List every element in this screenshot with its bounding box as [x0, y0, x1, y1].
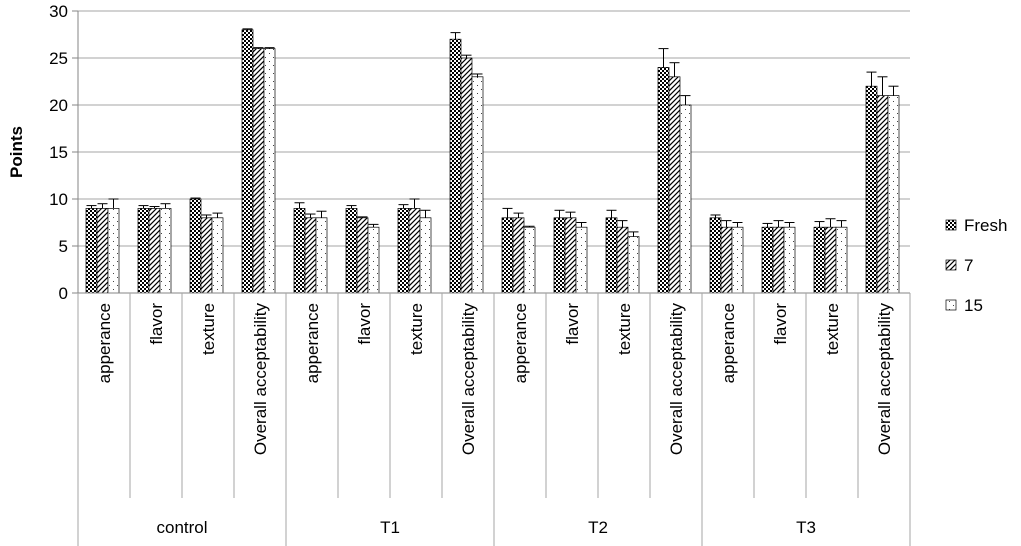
bar-15 — [627, 236, 640, 294]
bar-fresh — [865, 85, 878, 294]
x-group-label: control — [156, 518, 207, 537]
bar-7 — [356, 217, 369, 294]
bar-fresh — [605, 217, 618, 294]
bar-fresh — [709, 217, 722, 294]
x-category-label: apperance — [303, 303, 322, 383]
bar-fresh — [657, 67, 670, 294]
legend-label: 7 — [964, 256, 973, 275]
x-category-label: texture — [407, 303, 426, 355]
bar-fresh — [137, 208, 150, 294]
bar-7 — [824, 226, 837, 294]
bar-7 — [720, 226, 733, 294]
bar-15 — [731, 226, 744, 294]
axes-layer — [72, 10, 911, 546]
bar-fresh — [501, 217, 514, 294]
bar-7 — [460, 57, 473, 294]
bar-7 — [616, 226, 629, 294]
y-axis-label: Points — [7, 126, 26, 178]
bar-fresh — [293, 208, 306, 294]
x-category-label: apperance — [95, 303, 114, 383]
y-tick-label: 30 — [49, 2, 68, 21]
bar-7 — [876, 95, 889, 294]
bar-7 — [564, 217, 577, 294]
bar-15 — [783, 226, 796, 294]
legend-label: Fresh — [964, 216, 1007, 235]
grid-layer — [78, 10, 910, 247]
x-category-label: texture — [199, 303, 218, 355]
x-category-label: Overall acceptability — [667, 303, 686, 456]
labels-layer: 0 5 10 15 20 25 30 Points apperance flavor texture… — [7, 2, 894, 537]
bar-7 — [252, 48, 265, 294]
x-category-label: apperance — [719, 303, 738, 383]
legend-swatch — [945, 299, 957, 311]
y-tick-label: 25 — [49, 49, 68, 68]
y-tick-label: 15 — [49, 143, 68, 162]
bar-15 — [835, 226, 848, 294]
bar-fresh — [241, 29, 254, 294]
bar-fresh — [813, 226, 826, 294]
bar-15 — [367, 226, 380, 294]
bar-15 — [575, 226, 588, 294]
x-category-label: Overall acceptability — [251, 303, 270, 456]
bar-15 — [211, 217, 224, 294]
x-category-label: apperance — [511, 303, 530, 383]
x-group-label: T1 — [380, 518, 400, 537]
legend-swatch — [945, 259, 957, 271]
bar-7 — [772, 226, 785, 294]
bar-15 — [263, 48, 276, 294]
x-category-label: texture — [615, 303, 634, 355]
x-category-label: Overall acceptability — [875, 303, 894, 456]
bar-15 — [523, 226, 536, 294]
x-category-label: Overall acceptability — [459, 303, 478, 456]
bar-fresh — [345, 208, 358, 294]
bar-7 — [668, 76, 681, 294]
bar-7 — [148, 208, 161, 294]
bar-fresh — [189, 198, 202, 294]
y-tick-label: 10 — [49, 190, 68, 209]
bar-fresh — [449, 38, 462, 294]
legend-swatch — [945, 219, 957, 231]
x-category-label: flavor — [147, 303, 166, 345]
bar-7 — [408, 208, 421, 294]
bar-15 — [159, 208, 172, 294]
x-category-label: flavor — [355, 303, 374, 345]
bar-15 — [315, 217, 328, 294]
bar-7 — [200, 217, 213, 294]
bar-7 — [512, 217, 525, 294]
bar-15 — [887, 95, 900, 294]
x-category-label: flavor — [563, 303, 582, 345]
y-tick-label: 20 — [49, 96, 68, 115]
bar-fresh — [761, 226, 774, 294]
bar-fresh — [85, 208, 98, 294]
bars-layer — [85, 28, 900, 294]
bar-15 — [471, 76, 484, 294]
x-group-label: T3 — [796, 518, 816, 537]
bar-15 — [679, 104, 692, 294]
bar-15 — [419, 217, 432, 294]
x-category-label: texture — [823, 303, 842, 355]
y-tick-label: 5 — [59, 237, 68, 256]
y-tick-label: 0 — [59, 284, 68, 303]
bar-7 — [96, 208, 109, 294]
legend-label: 15 — [964, 296, 983, 315]
x-group-label: T2 — [588, 518, 608, 537]
bar-7 — [304, 217, 317, 294]
bar-fresh — [553, 217, 566, 294]
bar-15 — [107, 208, 120, 294]
bar-fresh — [397, 208, 410, 294]
x-category-label: flavor — [771, 303, 790, 345]
legend: Fresh 7 15 — [945, 216, 1007, 315]
